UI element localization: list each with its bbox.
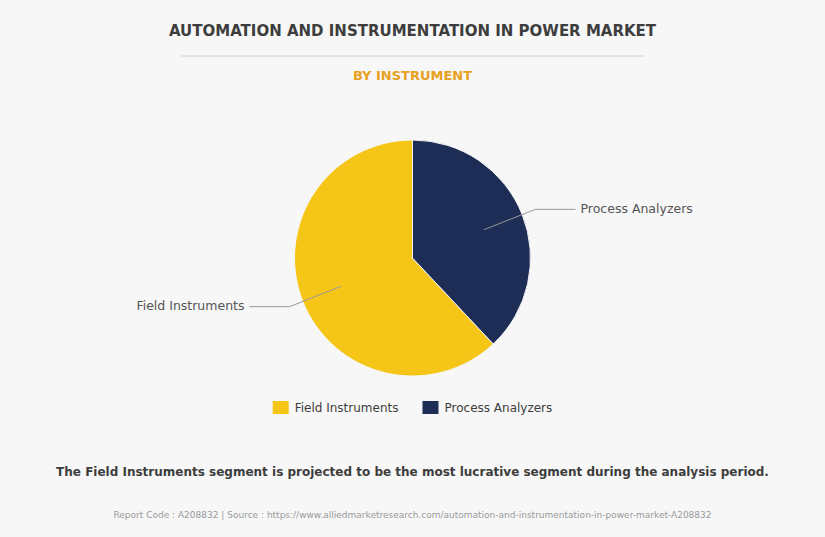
pie [295, 140, 531, 376]
annotation: Process Analyzers [581, 201, 693, 216]
legend: Field Instruments Process Analyzers [273, 401, 553, 415]
title: AUTOMATION AND INSTRUMENTATION IN POWER … [169, 22, 657, 40]
source: Report Code : A208832 | Source : https:/… [113, 510, 711, 520]
footer: The Field Instruments segment is project… [56, 465, 769, 479]
legend-label: Process Analyzers [444, 401, 552, 415]
title-rule [182, 56, 644, 57]
legend-swatch [273, 401, 289, 414]
legend-label: Field Instruments [295, 401, 399, 415]
legend-item: Process Analyzers [422, 401, 552, 415]
legend-swatch [422, 401, 438, 414]
annotation: Field Instruments [136, 298, 244, 313]
annotation-line [250, 286, 342, 306]
annotation-line [484, 209, 576, 229]
pie-slice [413, 140, 531, 344]
legend-item: Field Instruments [273, 401, 399, 415]
subtitle: BY INSTRUMENT [353, 68, 472, 83]
background [0, 0, 825, 537]
chart: AUTOMATION AND INSTRUMENTATION IN POWER … [0, 0, 825, 537]
